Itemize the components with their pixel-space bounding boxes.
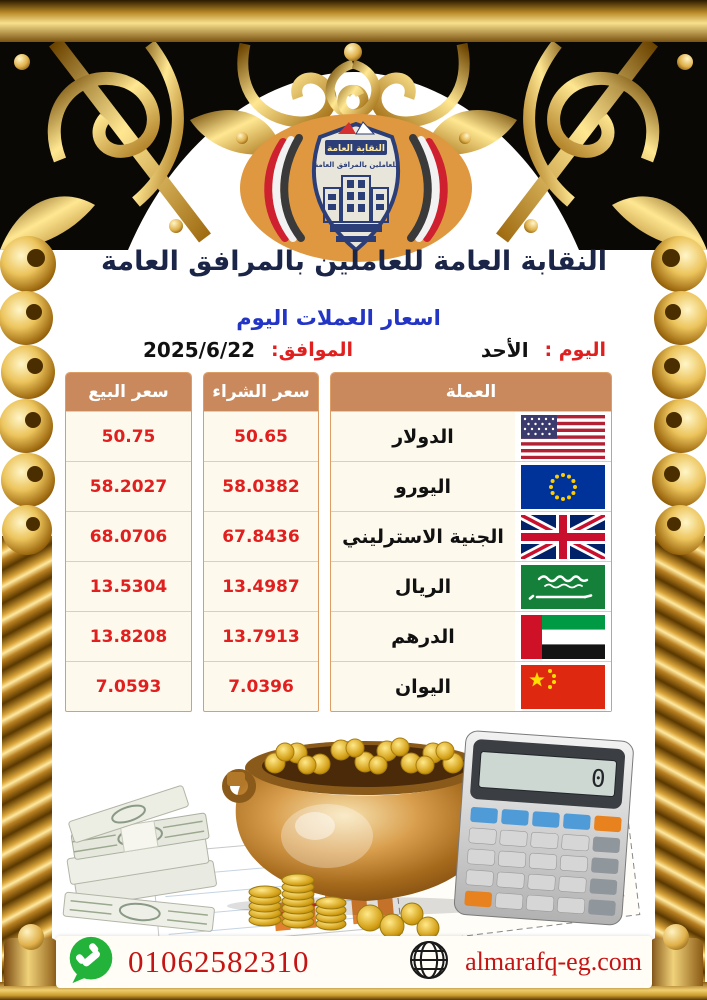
- day-group: اليوم : الأحد: [481, 338, 606, 362]
- flag-uae-icon: [515, 612, 611, 661]
- date-label: الموافق:: [271, 339, 354, 361]
- day-label: اليوم :: [544, 339, 606, 361]
- gold-frame-right-column: [651, 236, 707, 986]
- sell-price: 50.75: [66, 411, 191, 461]
- sell-price-column: سعر البيع 50.75 58.2027 68.0706 13.5304 …: [65, 372, 192, 712]
- flag-saudi-icon: [515, 562, 611, 611]
- flag-eu-icon: [515, 462, 611, 511]
- day-value: الأحد: [480, 338, 529, 362]
- currency-name: الجنية الاسترليني: [342, 525, 504, 548]
- currency-name: الدرهم: [391, 625, 455, 648]
- gold-frame-left-column: [0, 236, 56, 986]
- gold-frame-top-ornament: [0, 0, 707, 250]
- currency-column: العملة الدولار: [330, 372, 612, 712]
- column-header-sell: سعر البيع: [66, 373, 191, 411]
- date-row: اليوم : الأحد الموافق: 2025/6/22: [65, 334, 612, 366]
- buy-price: 50.65: [204, 411, 318, 461]
- table-row-sar: الريال: [331, 561, 611, 611]
- left-column-pedestal: [4, 924, 58, 986]
- sell-price: 58.2027: [66, 461, 191, 511]
- column-header-currency: العملة: [331, 373, 611, 411]
- flag-usa-icon: [515, 412, 611, 461]
- emblem-shield: النقابة العامة للعاملين بالمرافق العامة: [312, 121, 400, 253]
- right-column-pedestal: [649, 924, 703, 986]
- sell-price: 68.0706: [66, 511, 191, 561]
- svg-text:للعاملين بالمرافق العامة: للعاملين بالمرافق العامة: [314, 161, 398, 169]
- calculator: 0: [453, 730, 634, 926]
- date-value: 2025/6/22: [143, 338, 256, 362]
- flag-china-icon: [515, 662, 611, 711]
- egypt-flag-ribbon-right: [407, 134, 448, 242]
- money-illustration: 0: [62, 730, 641, 938]
- buy-price: 13.7913: [204, 611, 318, 661]
- svg-text:النقابة العامة: النقابة العامة: [327, 144, 385, 154]
- dollar-bills: [62, 785, 217, 932]
- syndicate-logo: النقابة العامة للعاملين بالمرافق العامة: [240, 114, 472, 262]
- sell-price: 7.0593: [66, 661, 191, 711]
- flag-uk-icon: [515, 512, 611, 561]
- table-row-gbp: الجنية الاسترليني: [331, 511, 611, 561]
- buy-price-column: سعر الشراء 50.65 58.0382 67.8436 13.4987…: [203, 372, 319, 712]
- svg-text:0: 0: [590, 764, 606, 793]
- page-subtitle: اسعار العملات اليوم: [236, 306, 441, 330]
- currency-name: اليوان: [394, 675, 452, 698]
- sell-price: 13.8208: [66, 611, 191, 661]
- sell-price: 13.5304: [66, 561, 191, 611]
- website-group: almarafq-eg.com: [405, 936, 642, 988]
- buy-price: 7.0396: [204, 661, 318, 711]
- buy-price: 58.0382: [204, 461, 318, 511]
- table-row-usd: الدولار: [331, 411, 611, 461]
- gold-pot: [222, 737, 508, 915]
- table-row-eur: اليورو: [331, 461, 611, 511]
- coin-stacks: [248, 873, 440, 938]
- phone-number[interactable]: 01062582310: [128, 944, 310, 979]
- globe-icon: [405, 936, 453, 988]
- column-header-buy: سعر الشراء: [204, 373, 318, 411]
- egypt-flag-ribbon-left: [264, 134, 305, 242]
- page-title: النقابة العامة للعاملين بالمرافق العامة: [101, 246, 607, 277]
- currency-name: اليورو: [394, 475, 452, 498]
- buy-price: 13.4987: [204, 561, 318, 611]
- whatsapp-icon[interactable]: [66, 935, 116, 989]
- date-group: الموافق: 2025/6/22: [143, 338, 353, 362]
- table-row-cny: اليوان: [331, 661, 611, 711]
- currency-name: الدولار: [392, 425, 454, 448]
- table-row-aed: الدرهم: [331, 611, 611, 661]
- phone-group: 01062582310: [66, 935, 310, 989]
- rates-table: العملة الدولار: [65, 372, 612, 712]
- website-url[interactable]: almarafq-eg.com: [465, 947, 642, 976]
- currency-name: الريال: [394, 575, 452, 598]
- buy-price: 67.8436: [204, 511, 318, 561]
- contact-footer: 01062582310 almarafq-eg.com: [56, 936, 652, 988]
